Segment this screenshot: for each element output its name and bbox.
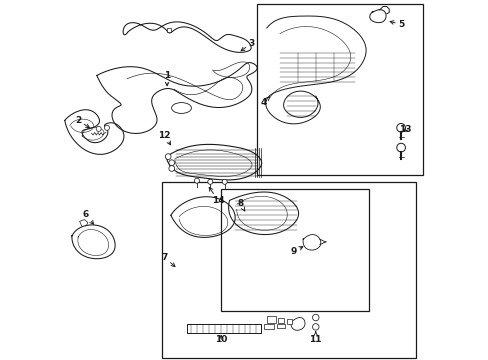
Text: 5: 5: [389, 20, 404, 29]
Text: 12: 12: [158, 130, 170, 145]
Circle shape: [104, 125, 109, 130]
Bar: [264, 324, 274, 329]
Text: 11: 11: [309, 332, 322, 343]
Bar: [276, 324, 284, 328]
Text: 13: 13: [399, 125, 411, 134]
Circle shape: [165, 154, 171, 159]
Bar: [286, 319, 292, 324]
Circle shape: [396, 123, 405, 132]
Circle shape: [312, 314, 318, 321]
Bar: [186, 324, 260, 333]
Text: 1: 1: [163, 71, 170, 86]
Bar: [277, 318, 284, 323]
Text: 10: 10: [214, 335, 227, 343]
Circle shape: [168, 160, 174, 166]
Text: 2: 2: [75, 116, 89, 127]
Circle shape: [207, 179, 212, 184]
Text: 8: 8: [237, 199, 244, 211]
Text: 6: 6: [82, 210, 93, 224]
Circle shape: [222, 179, 227, 184]
Circle shape: [96, 126, 101, 131]
Bar: [257, 4, 422, 175]
Bar: [266, 316, 275, 323]
Bar: [162, 182, 415, 358]
Bar: [221, 189, 368, 311]
Circle shape: [396, 143, 405, 152]
Circle shape: [312, 324, 318, 330]
Text: 9: 9: [290, 247, 302, 256]
Bar: [167, 28, 171, 32]
Text: 4: 4: [260, 97, 269, 107]
Text: 14: 14: [209, 187, 224, 205]
Text: 3: 3: [241, 39, 254, 51]
Circle shape: [194, 178, 199, 183]
Text: 7: 7: [161, 253, 175, 267]
Circle shape: [168, 166, 174, 171]
Ellipse shape: [171, 103, 191, 113]
